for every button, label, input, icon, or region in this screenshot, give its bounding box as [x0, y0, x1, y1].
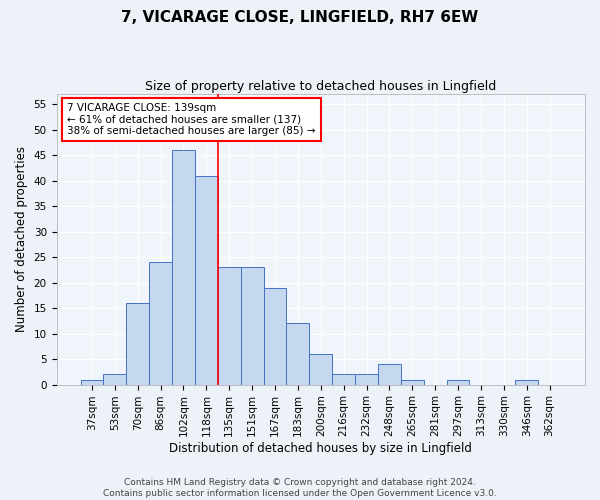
Bar: [149, 262, 172, 384]
Bar: [355, 374, 378, 384]
Bar: [378, 364, 401, 384]
Bar: [286, 324, 310, 384]
Bar: [127, 303, 149, 384]
Title: Size of property relative to detached houses in Lingfield: Size of property relative to detached ho…: [145, 80, 496, 93]
Y-axis label: Number of detached properties: Number of detached properties: [15, 146, 28, 332]
Bar: [332, 374, 355, 384]
Bar: [195, 176, 218, 384]
X-axis label: Distribution of detached houses by size in Lingfield: Distribution of detached houses by size …: [169, 442, 472, 455]
Bar: [103, 374, 127, 384]
Bar: [172, 150, 195, 384]
Text: 7 VICARAGE CLOSE: 139sqm
← 61% of detached houses are smaller (137)
38% of semi-: 7 VICARAGE CLOSE: 139sqm ← 61% of detach…: [67, 103, 316, 136]
Bar: [263, 288, 286, 384]
Bar: [218, 268, 241, 384]
Bar: [241, 268, 263, 384]
Text: Contains HM Land Registry data © Crown copyright and database right 2024.
Contai: Contains HM Land Registry data © Crown c…: [103, 478, 497, 498]
Bar: [401, 380, 424, 384]
Bar: [310, 354, 332, 384]
Bar: [446, 380, 469, 384]
Text: 7, VICARAGE CLOSE, LINGFIELD, RH7 6EW: 7, VICARAGE CLOSE, LINGFIELD, RH7 6EW: [121, 10, 479, 25]
Bar: [80, 380, 103, 384]
Bar: [515, 380, 538, 384]
